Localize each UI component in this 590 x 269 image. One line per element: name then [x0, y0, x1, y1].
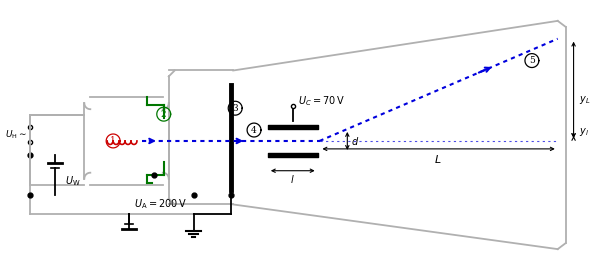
Text: 5: 5: [529, 56, 535, 65]
Text: $L$: $L$: [434, 153, 441, 165]
Text: $U_\mathrm{H}\sim$: $U_\mathrm{H}\sim$: [5, 128, 27, 141]
Text: 3: 3: [232, 104, 238, 113]
Text: $U_\mathrm{A} = 200\,\mathrm{V}$: $U_\mathrm{A} = 200\,\mathrm{V}$: [134, 197, 187, 211]
Text: 4: 4: [251, 126, 257, 134]
Text: $l$: $l$: [290, 173, 295, 185]
Text: $U_C = 70\,\mathrm{V}$: $U_C = 70\,\mathrm{V}$: [298, 94, 345, 108]
Text: 2: 2: [161, 110, 166, 119]
Text: $y_L$: $y_L$: [579, 94, 590, 106]
Text: $y_l$: $y_l$: [579, 126, 588, 138]
Text: $U_\mathrm{W}$: $U_\mathrm{W}$: [65, 174, 81, 187]
Text: $d$: $d$: [351, 135, 359, 147]
Text: 1: 1: [110, 136, 116, 146]
